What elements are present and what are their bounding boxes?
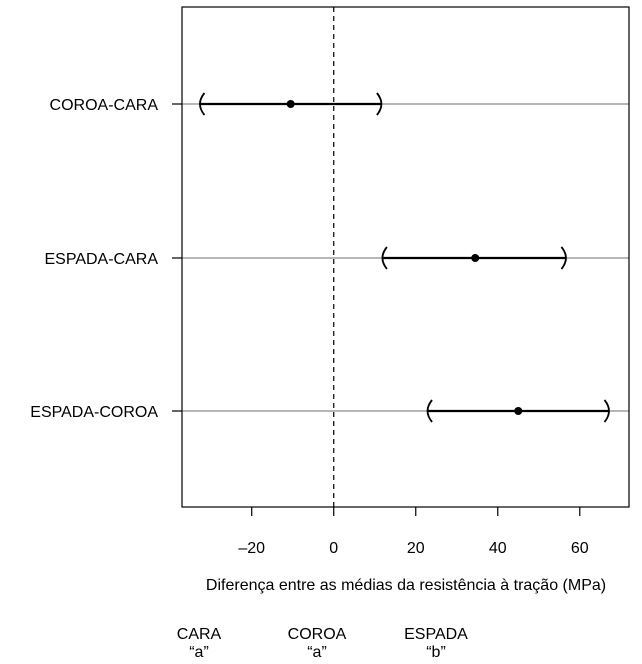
group-name: ESPADA	[404, 626, 468, 643]
group-letters: CARA “a” COROA “a” ESPADA “b”	[0, 626, 642, 664]
interval-marks	[199, 92, 610, 423]
x-axis-title: Diferença entre as médias da resistência…	[206, 577, 606, 594]
upper-bound-mark	[560, 246, 567, 270]
y-axis-labels: COROA-CARA ESPADA-CARA ESPADA-COROA	[30, 97, 182, 421]
x-tick-label: 0	[329, 540, 338, 557]
group-name: COROA	[287, 626, 347, 643]
upper-bound-mark	[603, 399, 610, 423]
x-axis: –20 0 20 40 60	[238, 507, 589, 557]
lower-bound-mark	[426, 399, 433, 423]
group-name: CARA	[176, 626, 222, 643]
upper-bound-mark	[376, 92, 383, 116]
group-letter: “a”	[189, 644, 209, 661]
estimate-point	[286, 100, 295, 108]
group-letter: “a”	[307, 644, 327, 661]
comparison-label: ESPADA-CARA	[44, 251, 158, 268]
plot-frame	[181, 6, 630, 508]
estimate-point	[514, 407, 523, 415]
group-espada: ESPADA “b”	[394, 626, 478, 662]
confidence-interval-chart: –20 0 20 40 60 COROA-CARA ESPADA-CARA ESPADA-C…	[30, 6, 630, 594]
x-tick-label: –20	[238, 540, 265, 557]
x-tick-label: 60	[571, 540, 589, 557]
group-coroa: COROA “a”	[279, 626, 355, 662]
x-tick-label: 20	[407, 540, 425, 557]
comparison-label: ESPADA-COROA	[30, 404, 158, 421]
lower-bound-mark	[381, 246, 388, 270]
group-cara: CARA “a”	[170, 626, 228, 662]
lower-bound-mark	[199, 92, 206, 116]
comparison-label: COROA-CARA	[50, 97, 159, 114]
x-tick-label: 40	[489, 540, 507, 557]
group-letter: “b”	[426, 644, 446, 661]
estimate-point	[471, 254, 480, 262]
